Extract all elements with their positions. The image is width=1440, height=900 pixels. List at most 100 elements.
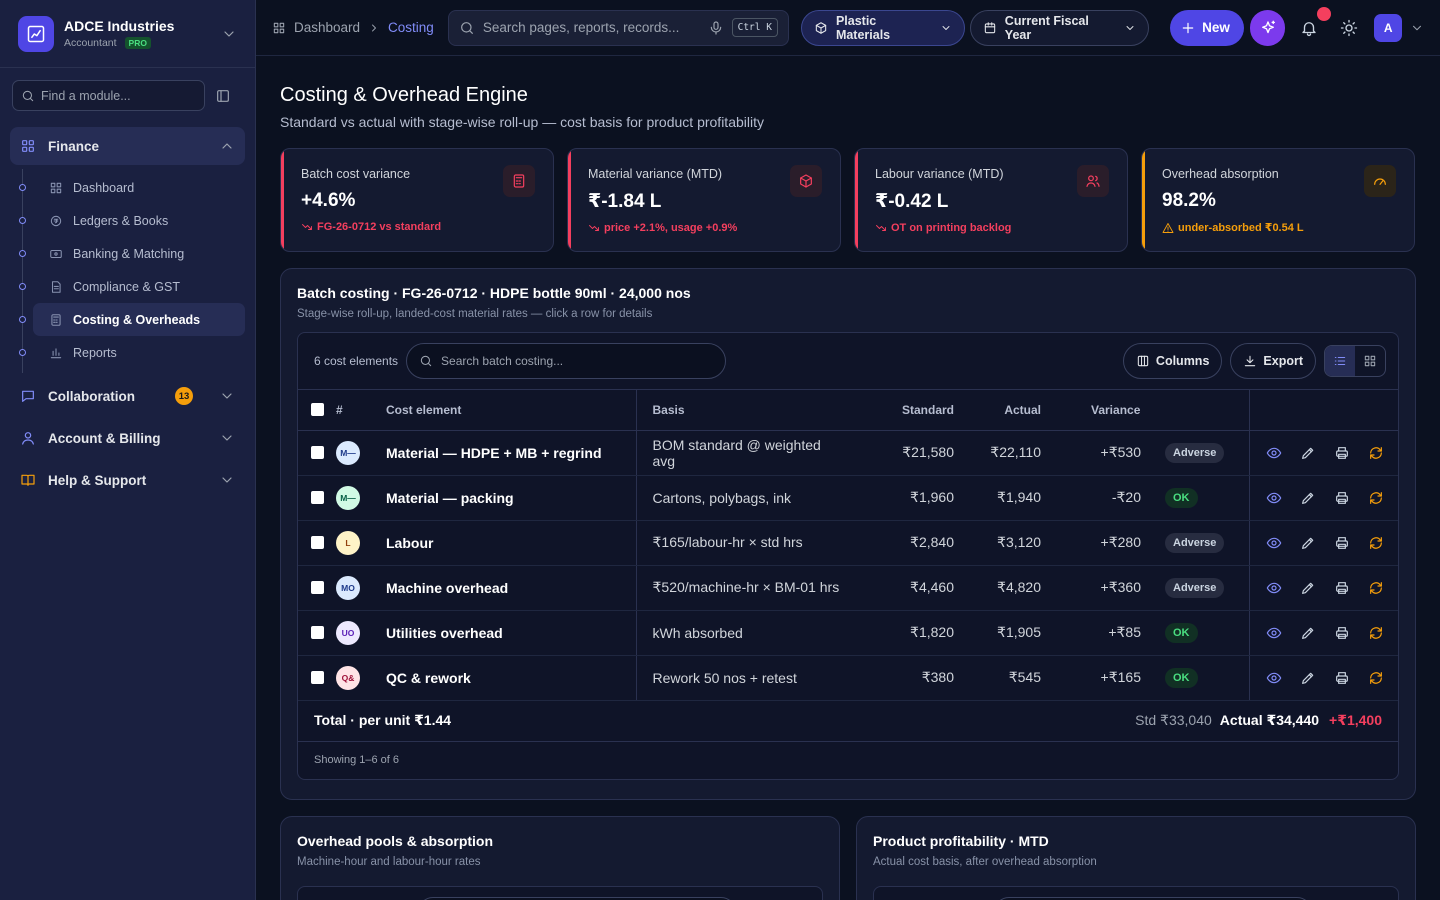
edit-pencil-icon[interactable]	[1300, 625, 1316, 641]
table-total-row: Total · per unit ₹1.44 Std ₹33,040 Actua…	[298, 701, 1398, 742]
col-header-standard[interactable]: Standard	[846, 390, 954, 431]
segment-selector[interactable]: Plastic Materials	[800, 9, 965, 46]
actual-cost: ₹545	[954, 655, 1041, 701]
kpi-card[interactable]: Batch cost variance +4.6% FG-26-0712 vs …	[280, 148, 554, 252]
total-variance: +₹1,400	[1329, 712, 1382, 728]
view-eye-icon[interactable]	[1266, 445, 1282, 461]
row-checkbox[interactable]	[311, 671, 324, 684]
table-row[interactable]: M— Material — HDPE + MB + regrind BOM st…	[298, 430, 1398, 476]
row-checkbox[interactable]	[311, 491, 324, 504]
microphone-icon[interactable]	[708, 20, 724, 36]
table-toolbar: 6 cost elements Search batch costing... …	[298, 333, 1398, 390]
print-icon[interactable]	[1334, 670, 1350, 686]
topbar: Dashboard Costing Search pages, reports,…	[256, 0, 1440, 56]
print-icon[interactable]	[1334, 535, 1350, 551]
org-switcher[interactable]: ADCE Industries Accountant PRO	[0, 0, 255, 68]
overhead-title: Overhead pools & absorption	[297, 833, 494, 849]
edit-pencil-icon[interactable]	[1300, 535, 1316, 551]
edit-pencil-icon[interactable]	[1300, 580, 1316, 596]
view-eye-icon[interactable]	[1266, 670, 1282, 686]
sidebar-item-ledgers[interactable]: Ledgers & Books	[19, 204, 245, 237]
breadcrumb-dashboard-link[interactable]: Dashboard	[294, 20, 361, 35]
variance-value: +₹530	[1041, 430, 1141, 476]
collapse-sidebar-icon[interactable]	[215, 88, 231, 104]
table-row[interactable]: UO Utilities overhead kWh absorbed ₹1,82…	[298, 610, 1398, 656]
sidebar-item-compliance[interactable]: Compliance & GST	[19, 270, 245, 303]
table-row[interactable]: Q& QC & rework Rework 50 nos + retest ₹3…	[298, 655, 1398, 701]
table-search-input[interactable]: Search batch costing...	[406, 343, 727, 379]
new-button[interactable]: New	[1170, 9, 1244, 46]
view-eye-icon[interactable]	[1266, 625, 1282, 641]
sidebar-item-dashboard[interactable]: Dashboard	[19, 171, 245, 204]
row-initials-avatar: Q&	[336, 665, 360, 690]
refresh-icon[interactable]	[1368, 535, 1384, 551]
columns-icon	[1136, 354, 1150, 368]
export-button[interactable]: Export	[1230, 343, 1316, 379]
list-view-icon[interactable]	[1325, 346, 1355, 376]
view-eye-icon[interactable]	[1266, 535, 1282, 551]
product-profitability-panel: Product profitability · MTD Actual cost …	[856, 816, 1416, 900]
edit-pencil-icon[interactable]	[1300, 670, 1316, 686]
actual-cost: ₹1,905	[954, 610, 1041, 656]
table-row[interactable]: M— Material — packing Cartons, polybags,…	[298, 475, 1398, 521]
select-all-checkbox[interactable]	[311, 403, 324, 417]
chevron-down-icon	[219, 430, 235, 446]
module-search-input[interactable]: Find a module...	[12, 80, 205, 111]
refresh-icon[interactable]	[1368, 670, 1384, 686]
actual-cost: ₹4,820	[954, 565, 1041, 611]
notifications-button[interactable]	[1293, 6, 1331, 44]
nav-section-collaboration[interactable]: Collaboration 13	[10, 377, 245, 415]
table-row[interactable]: MO Machine overhead ₹520/machine-hr × BM…	[298, 565, 1398, 611]
columns-button[interactable]: Columns	[1122, 343, 1223, 379]
col-header-actual[interactable]: Actual	[954, 390, 1041, 431]
standard-cost: ₹380	[846, 655, 954, 701]
refresh-icon[interactable]	[1368, 445, 1384, 461]
chevron-down-icon[interactable]	[1410, 21, 1424, 35]
print-icon[interactable]	[1334, 445, 1350, 461]
cost-elements-table: # Cost element Basis Standard Actual Var…	[298, 390, 1398, 701]
sidebar-item-label: Reports	[73, 345, 117, 360]
sidebar-item-costing[interactable]: Costing & Overheads	[19, 303, 245, 336]
col-header-basis[interactable]: Basis	[636, 390, 846, 431]
row-checkbox[interactable]	[311, 536, 324, 549]
row-initials-avatar: M—	[336, 440, 360, 465]
print-icon[interactable]	[1334, 580, 1350, 596]
actual-cost: ₹3,120	[954, 520, 1041, 566]
nav-section-account-billing[interactable]: Account & Billing	[10, 419, 245, 457]
overhead-subtitle: Machine-hour and labour-hour rates	[297, 856, 481, 868]
sidebar-item-reports[interactable]: Reports	[19, 336, 245, 369]
kpi-card[interactable]: Labour variance (MTD) ₹-0.42 L OT on pri…	[854, 148, 1128, 252]
period-selector[interactable]: Current Fiscal Year	[969, 9, 1150, 46]
global-search-input[interactable]: Search pages, reports, records... Ctrl K	[447, 9, 789, 46]
row-checkbox[interactable]	[311, 446, 324, 459]
refresh-icon[interactable]	[1368, 490, 1384, 506]
table-row[interactable]: L Labour ₹165/labour-hr × std hrs ₹2,840…	[298, 520, 1398, 566]
edit-pencil-icon[interactable]	[1300, 490, 1316, 506]
kpi-card[interactable]: Material variance (MTD) ₹-1.84 L price +…	[567, 148, 841, 252]
print-icon[interactable]	[1334, 490, 1350, 506]
kpi-card[interactable]: Overhead absorption 98.2% under-absorbed…	[1141, 148, 1415, 252]
calendar-icon	[983, 21, 997, 35]
edit-pencil-icon[interactable]	[1300, 445, 1316, 461]
view-eye-icon[interactable]	[1266, 580, 1282, 596]
theme-toggle[interactable]	[1333, 12, 1365, 44]
col-header-element[interactable]: Cost element	[386, 390, 637, 431]
period-label: Current Fiscal Year	[1004, 13, 1089, 42]
row-checkbox[interactable]	[311, 581, 324, 594]
sidebar-item-banking[interactable]: Banking & Matching	[19, 237, 245, 270]
row-checkbox[interactable]	[311, 626, 324, 639]
ai-assistant-button[interactable]	[1249, 9, 1286, 46]
refresh-icon[interactable]	[1368, 580, 1384, 596]
nav-section-finance[interactable]: Finance	[10, 127, 245, 165]
user-avatar[interactable]: A	[1374, 13, 1402, 42]
view-eye-icon[interactable]	[1266, 490, 1282, 506]
col-header-variance[interactable]: Variance	[1041, 390, 1141, 431]
refresh-icon[interactable]	[1368, 625, 1384, 641]
grid-view-icon[interactable]	[1355, 346, 1385, 376]
grid-icon	[20, 138, 36, 154]
nav-section-help-support[interactable]: Help & Support	[10, 461, 245, 499]
status-badge: Adverse	[1165, 532, 1225, 553]
print-icon[interactable]	[1334, 625, 1350, 641]
nav-section-label: Finance	[48, 138, 100, 154]
kpi-value: +4.6%	[301, 190, 356, 211]
